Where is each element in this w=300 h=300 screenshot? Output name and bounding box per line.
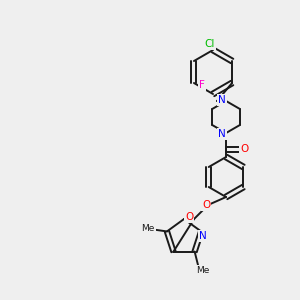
- Text: N: N: [199, 231, 207, 242]
- Text: N: N: [218, 95, 226, 105]
- Text: O: O: [185, 212, 193, 222]
- Text: O: O: [202, 200, 210, 210]
- Text: Cl: Cl: [205, 39, 215, 49]
- Text: N: N: [218, 129, 226, 139]
- Text: O: O: [240, 144, 248, 154]
- Text: Me: Me: [196, 266, 209, 275]
- Text: F: F: [199, 80, 205, 90]
- Text: Me: Me: [141, 224, 154, 233]
